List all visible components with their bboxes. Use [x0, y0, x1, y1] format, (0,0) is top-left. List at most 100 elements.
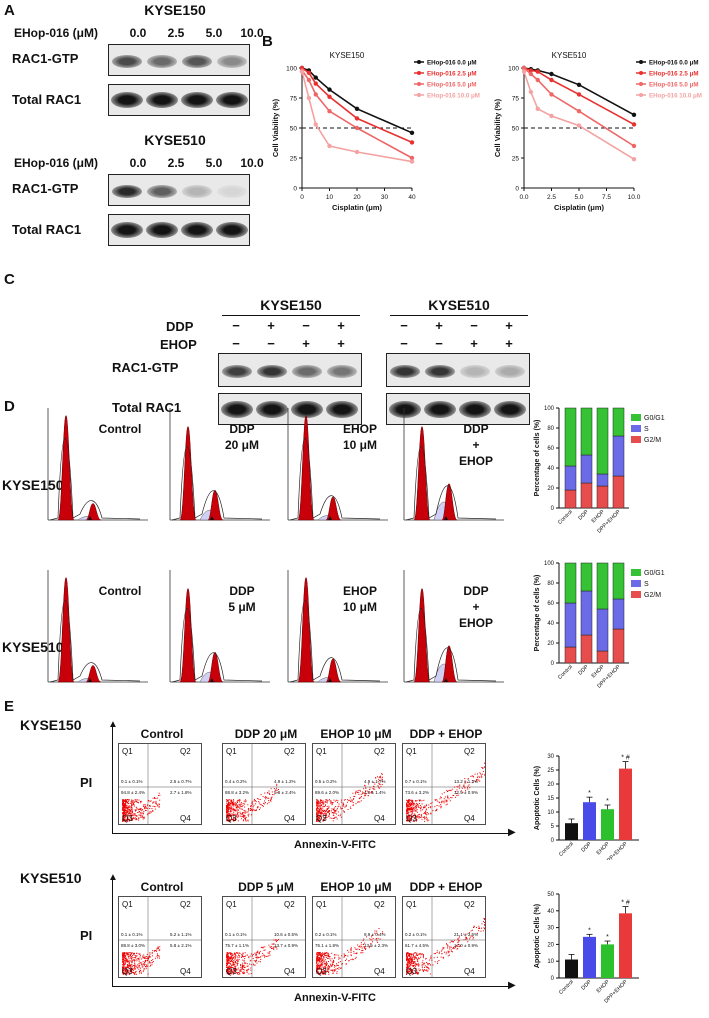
event-dot: [453, 794, 455, 796]
event-dot: [122, 817, 124, 819]
event-dot: [380, 775, 382, 777]
ehop-sign: −: [400, 336, 408, 351]
event-dot: [417, 962, 419, 964]
group-title: KYSE510: [428, 297, 490, 313]
event-dot: [136, 964, 138, 966]
event-dot: [345, 963, 347, 965]
event-dot: [269, 800, 271, 802]
event-dot: [144, 958, 146, 960]
event-dot: [333, 960, 335, 962]
event-dot: [228, 963, 230, 965]
event-dot: [463, 933, 465, 935]
event-dot: [122, 808, 124, 810]
event-dot: [411, 959, 413, 961]
event-dot: [253, 800, 255, 802]
event-dot: [320, 972, 322, 974]
event-dot: [421, 814, 423, 816]
event-dot: [124, 805, 126, 807]
event-dot: [464, 782, 466, 784]
event-dot: [239, 970, 241, 972]
event-dot: [255, 803, 257, 805]
event-dot: [146, 804, 148, 806]
event-dot: [226, 956, 228, 958]
blot-rac1-gtp: [218, 353, 362, 387]
event-dot: [322, 804, 324, 806]
event-dot: [429, 806, 431, 808]
quadrant-label: Q2: [284, 747, 295, 756]
event-dot: [361, 950, 363, 952]
event-dot: [122, 819, 124, 821]
event-dot: [317, 968, 319, 970]
event-dot: [131, 956, 133, 958]
event-dot: [231, 966, 233, 968]
event-dot: [413, 956, 415, 958]
event-dot: [471, 929, 473, 931]
event-dot: [324, 962, 326, 964]
event-dot: [331, 965, 333, 967]
event-dot: [248, 973, 250, 975]
band: [146, 92, 178, 108]
event-dot: [251, 803, 253, 805]
event-dot: [410, 972, 412, 974]
event-dot: [357, 944, 359, 946]
event-dot: [374, 930, 376, 932]
y-tick-label: 10: [547, 959, 554, 965]
event-dot: [243, 971, 245, 973]
event-dot: [432, 964, 434, 966]
event-dot: [406, 952, 408, 954]
event-dot: [316, 802, 318, 804]
data-point: [528, 68, 534, 73]
event-dot: [316, 814, 318, 816]
event-dot: [416, 971, 418, 973]
event-dot: [136, 967, 138, 969]
event-dot: [361, 946, 363, 948]
event-dot: [319, 812, 321, 814]
event-dot: [135, 815, 137, 817]
event-dot: [372, 941, 374, 943]
event-dot: [421, 953, 423, 955]
event-dot: [321, 800, 323, 802]
event-dot: [274, 946, 276, 948]
event-dot: [130, 969, 132, 971]
event-dot: [317, 815, 319, 817]
event-dot: [476, 926, 478, 928]
y-axis-label: Apoptotic Cells (%): [534, 904, 541, 968]
event-dot: [123, 814, 125, 816]
bar-segment: [564, 465, 577, 491]
event-dot: [244, 803, 246, 805]
event-dot: [317, 954, 319, 956]
event-dot: [231, 965, 233, 967]
event-dot: [320, 956, 322, 958]
event-dot: [122, 959, 124, 961]
event-dot: [255, 960, 257, 962]
event-dot: [229, 805, 231, 807]
event-dot: [122, 800, 124, 802]
data-point: [354, 149, 360, 155]
event-dot: [418, 953, 420, 955]
event-dot: [381, 780, 383, 782]
event-dot: [427, 967, 429, 969]
event-dot: [318, 967, 320, 969]
event-dot: [143, 964, 145, 966]
event-dot: [244, 812, 246, 814]
panel-label-b: B: [262, 33, 273, 50]
event-dot: [232, 802, 234, 804]
event-dot: [326, 965, 328, 967]
event-dot: [238, 801, 240, 803]
data-point: [549, 92, 554, 97]
event-dot: [129, 819, 131, 821]
event-dot: [316, 959, 318, 961]
event-dot: [337, 811, 339, 813]
event-dot: [231, 960, 233, 962]
event-dot: [323, 957, 325, 959]
event-dot: [123, 964, 125, 966]
histogram: [169, 570, 270, 683]
event-dot: [125, 800, 127, 802]
bar: [601, 809, 614, 840]
event-dot: [122, 816, 124, 818]
bar: [601, 944, 614, 978]
condition-label: DDP: [229, 584, 255, 598]
data-point: [327, 94, 332, 99]
event-dot: [233, 812, 235, 814]
